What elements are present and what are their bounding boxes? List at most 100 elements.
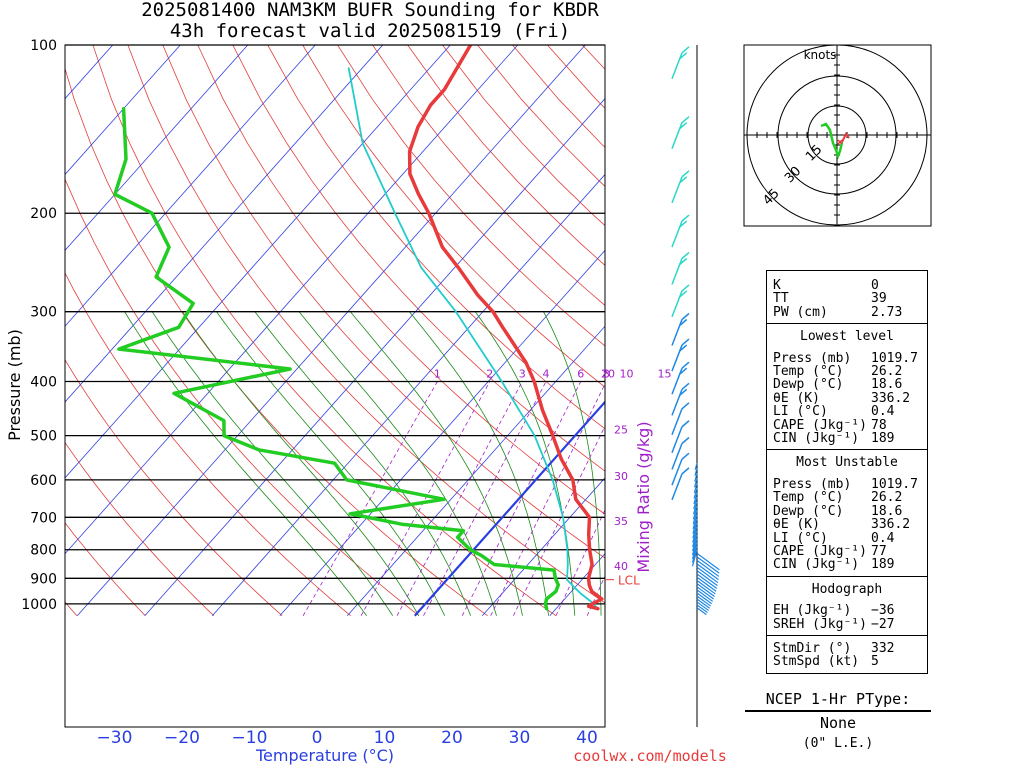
index-row: Dewp (°C) 18.6 <box>773 503 903 519</box>
precip-type-panel: NCEP 1-Hr PType: None (0" L.E.) <box>745 690 931 751</box>
temperature-tick-label: −30 <box>97 728 133 748</box>
x-axis-label: Temperature (°C) <box>255 746 394 765</box>
wind-barb <box>696 566 719 584</box>
pressure-tick-label: 600 <box>30 473 57 489</box>
wind-barb <box>696 559 720 577</box>
pressure-tick-label: 300 <box>30 305 57 321</box>
pressure-tick-label: 700 <box>30 510 57 526</box>
wind-barb <box>671 402 690 436</box>
mixing-ratio-line <box>555 508 605 616</box>
index-pw: PW (cm) 2.73 <box>773 304 903 320</box>
wind-barb <box>691 549 698 567</box>
pressure-tick-label: 800 <box>30 543 57 559</box>
isotherm <box>65 45 316 327</box>
barb-flag <box>681 284 690 292</box>
wind-barb <box>693 492 698 504</box>
wind-barb <box>696 573 718 589</box>
hodograph-header: Hodograph <box>767 575 927 604</box>
dry-adiabat <box>407 45 605 266</box>
temperature-tick-label: 0 <box>312 728 323 748</box>
wind-barb <box>696 579 716 595</box>
wind-barb <box>671 46 690 80</box>
barb-flag <box>681 116 690 124</box>
barb-staff <box>696 563 719 581</box>
mixing-ratio-tick-label: 10 <box>620 367 634 380</box>
index-row: Press (mb) 1019.7 <box>773 350 918 366</box>
wind-barb <box>696 570 718 587</box>
wind-barb <box>696 576 717 592</box>
moist-adiabat <box>350 311 523 616</box>
barb-flag <box>681 436 690 445</box>
barb-staff <box>692 505 698 520</box>
wind-barb <box>693 482 698 494</box>
pressure-tick-label: 400 <box>30 374 57 390</box>
barb-staff <box>694 468 698 476</box>
most-unstable-header: Most Unstable <box>767 449 927 477</box>
wind-barb <box>696 556 720 574</box>
wind-barb <box>694 468 698 476</box>
barb-flag <box>679 257 688 266</box>
index-row: StmDir (°) 332 <box>773 640 895 656</box>
wind-barb <box>692 526 698 543</box>
y-axis-label: Pressure (mb) <box>5 329 24 441</box>
index-row: θE (K) 336.2 <box>773 517 911 533</box>
barb-flag <box>681 170 690 178</box>
temperature-tick-label: 10 <box>374 728 396 748</box>
index-tt: TT 39 <box>773 291 887 307</box>
wind-barb <box>671 382 690 416</box>
index-row: CAPE (Jkg⁻¹) 77 <box>773 543 887 559</box>
wind-barb <box>692 522 698 539</box>
storm-motion-mark <box>837 139 843 145</box>
wind-barb <box>696 552 720 571</box>
barb-flag <box>681 312 690 321</box>
mixing-ratio-line <box>650 381 748 615</box>
credit-text: coolwx.com/models <box>573 747 727 765</box>
dry-adiabat <box>65 177 420 617</box>
barb-flag <box>681 338 690 346</box>
mixing-ratio-line <box>396 381 523 616</box>
barb-flag <box>681 452 690 460</box>
isotherm <box>65 45 384 403</box>
temperature-profile <box>407 45 604 611</box>
parcel-profile <box>347 67 599 610</box>
hodograph-rows: EH (Jkg⁻¹) −36 SREH (Jkg⁻¹) −27 <box>767 604 927 631</box>
moist-adiabat <box>409 311 549 616</box>
title-line-2: 43h forecast valid 2025081519 (Fri) <box>169 20 571 42</box>
barb-staff <box>696 570 718 587</box>
isotherm <box>211 173 605 617</box>
barb-staff <box>696 598 710 609</box>
index-row: CIN (Jkg⁻¹) 189 <box>773 557 895 573</box>
moist-adiabat <box>474 311 576 616</box>
barb-staff <box>696 589 714 602</box>
barb-staff <box>671 458 683 486</box>
mixing-ratio-tick-label: 4 <box>542 367 549 380</box>
mixing-ratio-line <box>490 383 605 616</box>
mixing-ratio-line <box>461 381 582 616</box>
barb-flag <box>679 388 688 396</box>
isotherm <box>481 477 605 617</box>
barb-staff <box>696 601 709 611</box>
wind-barb <box>691 538 698 556</box>
wind-barb <box>692 534 698 552</box>
dry-adiabat <box>267 45 605 430</box>
index-row: Dewp (°C) 18.6 <box>773 377 903 393</box>
index-row: LI (°C) 0.4 <box>773 404 895 420</box>
index-row: Temp (°C) 26.2 <box>773 364 903 380</box>
barb-staff <box>671 290 683 318</box>
barb-staff <box>671 389 683 416</box>
barb-flag <box>679 176 688 184</box>
dry-adiabat <box>65 441 215 616</box>
lowest-level-rows: Press (mb) 1019.7 Temp (°C) 26.2 Dewp (°C) 18… <box>767 350 927 445</box>
barb-staff <box>693 492 698 504</box>
wind-barb <box>696 604 708 614</box>
barb-staff <box>696 595 712 607</box>
isotherm <box>65 45 181 176</box>
barb-staff <box>691 545 698 563</box>
lowest-level-header: Lowest level <box>767 323 927 351</box>
barb-staff <box>693 482 698 494</box>
barb-staff <box>696 576 717 592</box>
barb-flag <box>679 52 688 60</box>
barb-staff <box>692 514 698 530</box>
